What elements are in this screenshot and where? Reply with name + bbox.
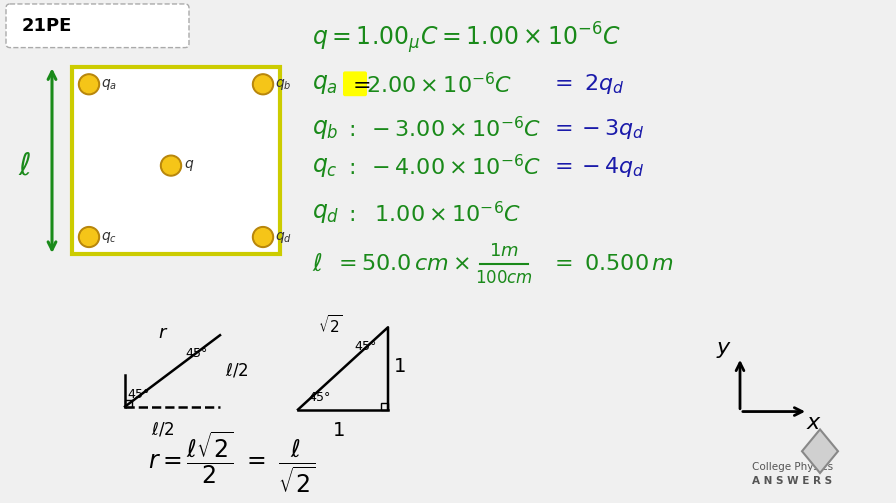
Text: $100cm$: $100cm$ <box>475 269 533 287</box>
Text: $: \ -4.00 \times 10^{-6}C$: $: \ -4.00 \times 10^{-6}C$ <box>344 154 541 179</box>
Text: $q_a$: $q_a$ <box>312 72 338 96</box>
Text: $q_c$: $q_c$ <box>101 229 117 244</box>
Text: $r$: $r$ <box>158 324 168 342</box>
Text: $: \ \ 1.00 \times 10^{-6}C$: $: \ \ 1.00 \times 10^{-6}C$ <box>344 201 521 226</box>
Text: $r = \dfrac{\ell\sqrt{2}}{2} \ = \ \dfrac{\ell}{\sqrt{2}}$: $r = \dfrac{\ell\sqrt{2}}{2} \ = \ \dfra… <box>148 430 315 495</box>
Circle shape <box>81 76 98 93</box>
Text: $\sqrt{2}$: $\sqrt{2}$ <box>317 314 342 337</box>
Bar <box>72 67 280 254</box>
Text: $= -4q_d$: $= -4q_d$ <box>550 154 645 179</box>
Circle shape <box>254 76 271 93</box>
Text: $q = 1.00_{\mu}C = 1.00 \times 10^{-6}C$: $q = 1.00_{\mu}C = 1.00 \times 10^{-6}C$ <box>312 20 621 56</box>
Text: $45°$: $45°$ <box>308 391 332 404</box>
Circle shape <box>160 155 182 176</box>
Circle shape <box>253 227 273 247</box>
Circle shape <box>162 157 179 174</box>
Text: $2.00 \times 10^{-6}C$: $2.00 \times 10^{-6}C$ <box>366 72 513 97</box>
Circle shape <box>253 74 273 95</box>
Text: $\ell$: $\ell$ <box>19 151 31 180</box>
Text: $= 50.0\,cm \times$: $= 50.0\,cm \times$ <box>334 254 470 274</box>
Text: $= \ 0.500\,m$: $= \ 0.500\,m$ <box>550 254 674 274</box>
Text: 21PE: 21PE <box>22 17 73 35</box>
Text: $q_b$: $q_b$ <box>275 77 291 92</box>
Text: $q_b$: $q_b$ <box>312 117 339 141</box>
Text: $\ell/2$: $\ell/2$ <box>225 362 248 380</box>
FancyBboxPatch shape <box>343 71 367 96</box>
FancyBboxPatch shape <box>6 4 189 48</box>
Text: College Physics: College Physics <box>752 462 833 472</box>
Text: $x$: $x$ <box>806 413 822 434</box>
Text: $q_d$: $q_d$ <box>275 229 292 244</box>
Text: $q_c$: $q_c$ <box>312 154 338 179</box>
Bar <box>381 402 388 409</box>
Text: $q$: $q$ <box>184 158 194 173</box>
Circle shape <box>81 228 98 245</box>
Text: $q_d$: $q_d$ <box>312 201 340 225</box>
Circle shape <box>254 228 271 245</box>
Text: $1$: $1$ <box>393 358 406 376</box>
Circle shape <box>79 227 99 247</box>
Circle shape <box>79 74 99 95</box>
Text: $\ell/2$: $\ell/2$ <box>151 421 175 439</box>
Text: $45°$: $45°$ <box>355 340 377 353</box>
Text: $1$: $1$ <box>332 422 344 441</box>
Text: $y$: $y$ <box>716 340 732 360</box>
Text: $= -3q_d$: $= -3q_d$ <box>550 117 645 141</box>
Text: $1m$: $1m$ <box>489 242 519 260</box>
Polygon shape <box>802 430 838 473</box>
Text: $45°$: $45°$ <box>127 388 151 401</box>
Text: $q_a$: $q_a$ <box>101 77 117 92</box>
Text: $\ell$: $\ell$ <box>312 252 323 276</box>
Text: $=$: $=$ <box>348 74 371 94</box>
Text: A N S W E R S: A N S W E R S <box>752 476 832 486</box>
Text: $= \ 2q_d$: $= \ 2q_d$ <box>550 72 625 96</box>
Text: $: \ -3.00 \times 10^{-6}C$: $: \ -3.00 \times 10^{-6}C$ <box>344 116 541 141</box>
Bar <box>125 400 132 406</box>
Text: $45°$: $45°$ <box>185 347 209 360</box>
